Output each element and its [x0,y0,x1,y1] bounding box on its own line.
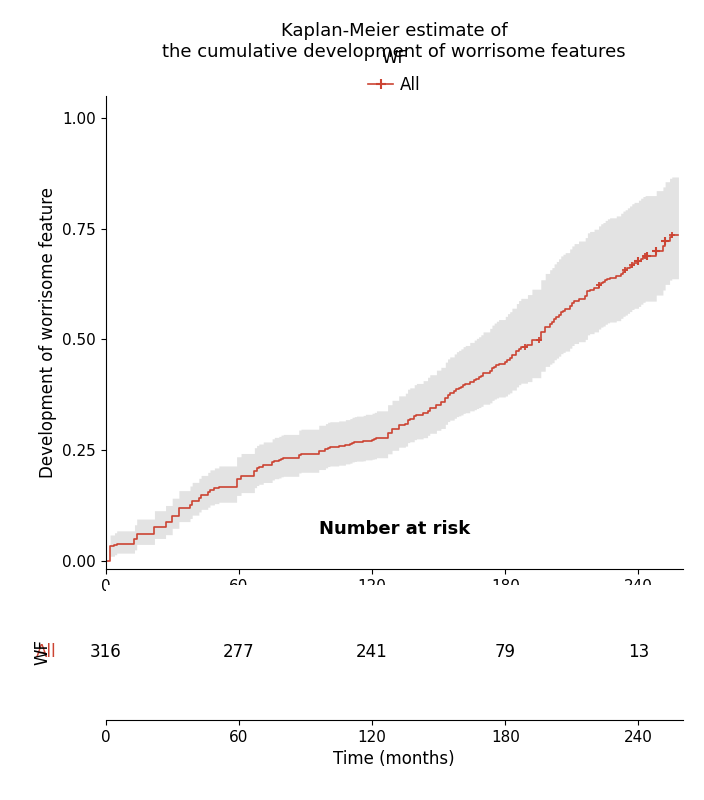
Text: Number at risk: Number at risk [319,520,470,538]
Text: 79: 79 [495,643,516,662]
Text: All: All [36,643,57,662]
Text: 13: 13 [628,643,649,662]
X-axis label: Time (months): Time (months) [334,750,455,768]
Text: 316: 316 [89,643,122,662]
X-axis label: Time (months): Time (months) [334,600,455,618]
Text: 277: 277 [223,643,255,662]
Text: WF: WF [33,639,51,666]
Legend: All: All [361,42,427,101]
Text: 241: 241 [356,643,388,662]
Title: Kaplan-Meier estimate of
the cumulative development of worrisome features: Kaplan-Meier estimate of the cumulative … [163,22,626,61]
Y-axis label: Development of worrisome feature: Development of worrisome feature [39,187,56,478]
